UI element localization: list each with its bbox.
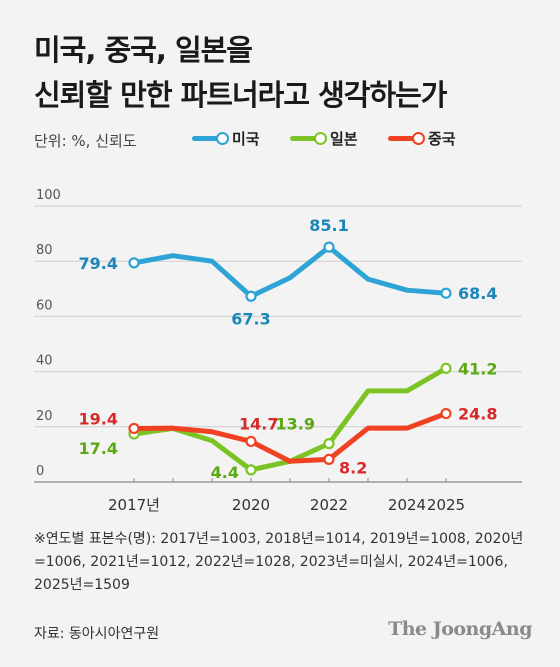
y-tick-label-40: 40 <box>36 354 53 369</box>
chart-title: 미국, 중국, 일본을 신뢰할 만한 파트너라고 생각하는가 <box>34 28 534 118</box>
y-tick-label-80: 80 <box>36 243 53 258</box>
series-line-us <box>131 244 449 299</box>
y-tick-label-60: 60 <box>36 298 53 313</box>
legend-item-cn: 중국 <box>388 128 456 149</box>
data-point-cn-2020 <box>245 435 257 448</box>
data-point-us-2020 <box>245 290 257 302</box>
data-label-cn-2022: 8.2 <box>339 458 367 477</box>
data-label-cn-2020: 14.7 <box>239 414 278 433</box>
x-tick-label-2025: 2025 <box>427 496 465 514</box>
x-tick-label-2017: 2017년 <box>108 496 160 514</box>
x-tick-label-2022: 2022 <box>310 496 348 514</box>
data-label-jp-2017: 17.4 <box>79 439 118 458</box>
data-point-cn-2022 <box>323 453 335 465</box>
legend-label-us: 미국 <box>232 130 260 148</box>
x-tick-label-2020: 2020 <box>232 496 270 514</box>
y-tick-label-100: 100 <box>36 188 61 203</box>
legend: 미국 일본 중국 <box>0 128 560 152</box>
data-label-jp-2022: 13.9 <box>276 415 315 434</box>
data-label-cn-2025: 24.8 <box>458 405 497 424</box>
data-label-us-2025: 68.4 <box>458 284 497 303</box>
legend-item-us: 미국 <box>192 128 260 149</box>
legend-line-us <box>192 132 229 145</box>
title-line-1: 미국, 중국, 일본을 <box>34 33 253 67</box>
brand-logo: The JoongAng <box>388 618 532 640</box>
legend-line-cn <box>388 132 425 145</box>
data-point-jp-2022 <box>323 438 335 450</box>
sample-size-note: ※연도별 표본수(명): 2017년=1003, 2018년=1014, 201… <box>34 531 524 593</box>
legend-label-cn: 중국 <box>428 130 456 148</box>
y-tick-label-20: 20 <box>36 409 53 424</box>
data-point-jp-2020 <box>245 464 257 476</box>
data-point-jp-2025 <box>440 362 452 374</box>
x-tick-label-2024: 2024 <box>388 496 426 514</box>
data-point-us-2025 <box>440 287 452 299</box>
legend-label-jp: 일본 <box>330 130 358 148</box>
data-label-us-2017: 79.4 <box>79 254 118 273</box>
data-point-cn-2017 <box>128 422 140 435</box>
data-point-us-2017 <box>128 257 140 269</box>
unit-label: 단위: %, 신뢰도 <box>34 132 137 150</box>
data-point-us-2022 <box>323 241 335 253</box>
data-label-us-2020: 67.3 <box>231 309 270 328</box>
data-point-cn-2025 <box>440 407 452 420</box>
series-line-cn <box>131 411 449 464</box>
data-label-us-2022: 85.1 <box>309 216 348 235</box>
line-chart: 0 20 40 60 80 100 2017년 2020 2022 2024 2025 17.4 4.4… <box>34 188 522 514</box>
data-label-jp-2020: 4.4 <box>211 463 239 482</box>
y-tick-label-0: 0 <box>36 464 44 479</box>
legend-line-jp <box>290 132 327 145</box>
source-label: 자료: 동아시아연구원 <box>34 626 160 642</box>
title-line-2: 신뢰할 만한 파트너라고 생각하는가 <box>34 78 447 112</box>
data-label-cn-2017: 19.4 <box>79 409 118 428</box>
legend-item-jp: 일본 <box>290 128 358 149</box>
data-label-jp-2025: 41.2 <box>458 359 497 378</box>
